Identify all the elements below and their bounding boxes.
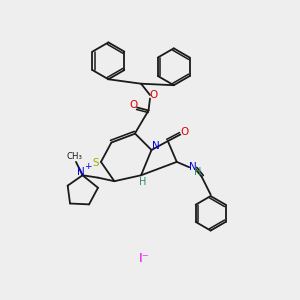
Text: H: H xyxy=(139,177,146,187)
Text: H: H xyxy=(194,167,202,177)
Text: I⁻: I⁻ xyxy=(139,252,149,265)
Text: CH₃: CH₃ xyxy=(67,152,82,161)
Text: O: O xyxy=(181,127,189,137)
Text: +: + xyxy=(84,162,92,171)
Text: N: N xyxy=(77,167,85,177)
Text: N: N xyxy=(189,162,197,172)
Text: N: N xyxy=(152,141,160,152)
Text: S: S xyxy=(92,158,99,168)
Text: O: O xyxy=(149,90,158,100)
Text: O: O xyxy=(130,100,138,110)
